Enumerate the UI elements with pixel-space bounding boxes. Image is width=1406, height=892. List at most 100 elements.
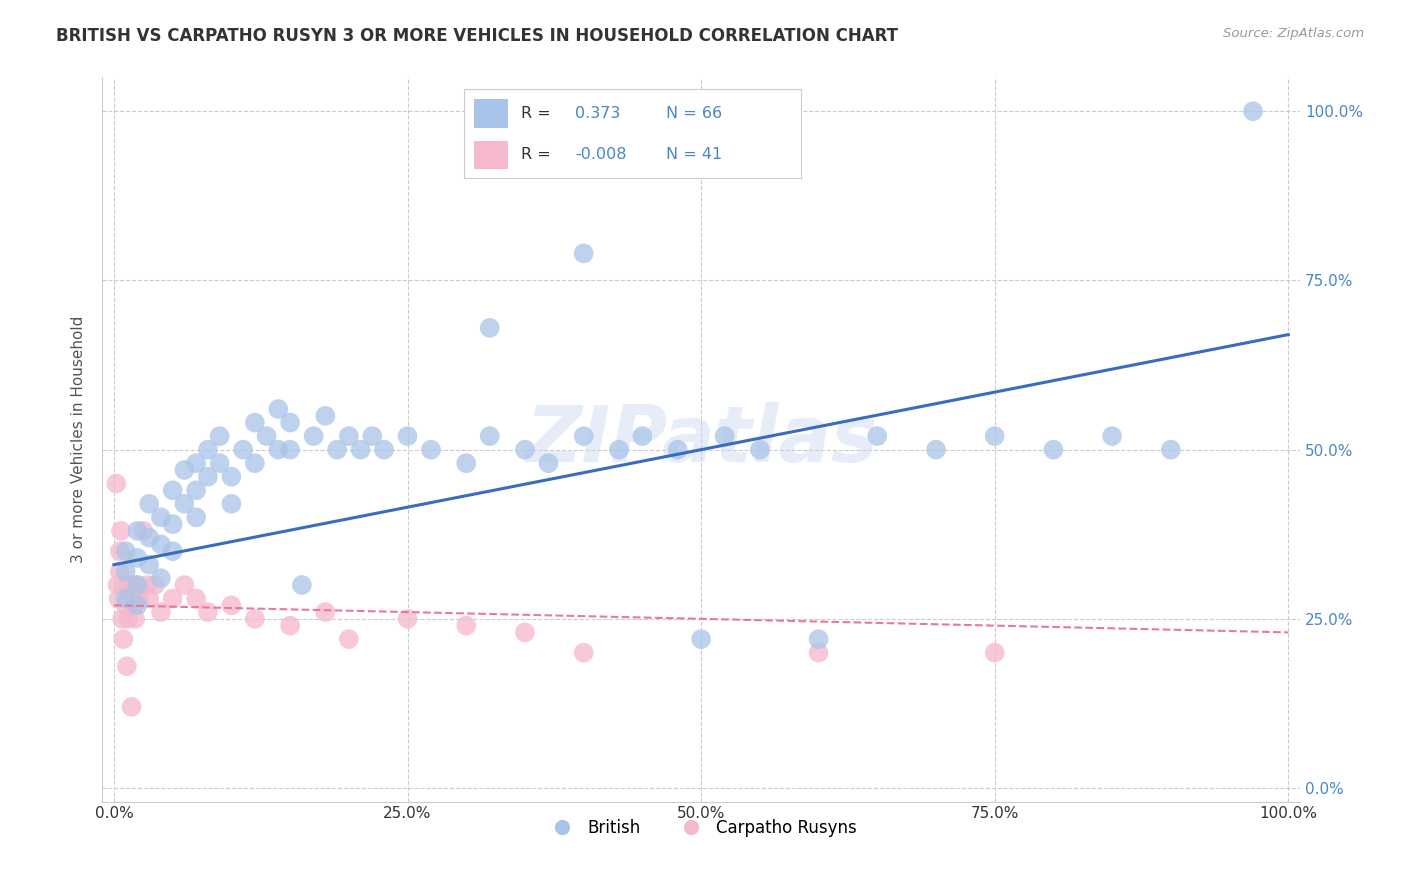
Point xyxy=(232,442,254,457)
Point xyxy=(115,659,138,673)
Point xyxy=(127,599,149,613)
Point xyxy=(197,469,219,483)
Point xyxy=(349,442,371,457)
Point xyxy=(149,571,172,585)
Point xyxy=(208,429,231,443)
Point xyxy=(114,591,136,606)
Text: N = 41: N = 41 xyxy=(666,147,723,161)
Point xyxy=(1241,104,1264,119)
Point xyxy=(121,699,143,714)
Point xyxy=(456,456,478,470)
Point xyxy=(117,612,139,626)
Point xyxy=(326,442,349,457)
Point xyxy=(396,612,419,626)
Point xyxy=(138,497,160,511)
Point xyxy=(866,429,889,443)
Point xyxy=(108,544,131,558)
Point xyxy=(173,497,195,511)
Point xyxy=(302,429,325,443)
Point xyxy=(314,409,336,423)
Point xyxy=(513,442,536,457)
Point xyxy=(138,531,160,545)
Point xyxy=(107,578,129,592)
Point xyxy=(121,578,143,592)
Point xyxy=(572,429,595,443)
Point xyxy=(807,646,830,660)
Point xyxy=(118,578,141,592)
Legend: British, Carpatho Rusyns: British, Carpatho Rusyns xyxy=(538,813,863,844)
Point xyxy=(127,550,149,565)
Point xyxy=(983,646,1005,660)
Point xyxy=(208,456,231,470)
Text: Source: ZipAtlas.com: Source: ZipAtlas.com xyxy=(1223,27,1364,40)
Point xyxy=(607,442,630,457)
Point xyxy=(267,442,290,457)
Point xyxy=(690,632,713,647)
Text: R =: R = xyxy=(522,106,551,120)
Point xyxy=(108,565,131,579)
Point xyxy=(983,429,1005,443)
Text: N = 66: N = 66 xyxy=(666,106,723,120)
Point xyxy=(243,612,266,626)
Point xyxy=(221,469,243,483)
Point xyxy=(256,429,278,443)
Point xyxy=(748,442,770,457)
Point xyxy=(513,625,536,640)
Point xyxy=(114,544,136,558)
Point xyxy=(396,429,419,443)
Point xyxy=(1042,442,1064,457)
Point xyxy=(162,517,184,532)
Point xyxy=(173,463,195,477)
Point xyxy=(478,429,501,443)
Point xyxy=(149,510,172,524)
Y-axis label: 3 or more Vehicles in Household: 3 or more Vehicles in Household xyxy=(72,316,86,563)
Point xyxy=(114,578,136,592)
Text: ZIPatlas: ZIPatlas xyxy=(524,401,877,477)
Point xyxy=(186,510,208,524)
Point xyxy=(478,321,501,335)
Point xyxy=(537,456,560,470)
Point xyxy=(1160,442,1182,457)
Point xyxy=(713,429,735,443)
Point xyxy=(120,591,142,606)
Point xyxy=(314,605,336,619)
Point xyxy=(138,591,160,606)
Point xyxy=(135,578,157,592)
Point xyxy=(278,416,301,430)
Point xyxy=(162,591,184,606)
Point xyxy=(197,442,219,457)
Point xyxy=(807,632,830,647)
Text: BRITISH VS CARPATHO RUSYN 3 OR MORE VEHICLES IN HOUSEHOLD CORRELATION CHART: BRITISH VS CARPATHO RUSYN 3 OR MORE VEHI… xyxy=(56,27,898,45)
Point xyxy=(221,497,243,511)
Point xyxy=(111,612,134,626)
Point xyxy=(138,558,160,572)
Point xyxy=(361,429,384,443)
Point xyxy=(278,618,301,632)
Point xyxy=(107,591,129,606)
Point xyxy=(173,578,195,592)
Text: -0.008: -0.008 xyxy=(575,147,627,161)
Point xyxy=(1101,429,1123,443)
Point xyxy=(267,402,290,417)
Point xyxy=(221,599,243,613)
Point xyxy=(149,605,172,619)
Text: 0.373: 0.373 xyxy=(575,106,620,120)
Bar xyxy=(474,141,508,169)
Point xyxy=(420,442,443,457)
Point xyxy=(337,632,360,647)
Point xyxy=(631,429,654,443)
Point xyxy=(124,612,146,626)
Point xyxy=(337,429,360,443)
Point xyxy=(925,442,948,457)
Point xyxy=(125,591,148,606)
Point xyxy=(291,578,314,592)
Point xyxy=(162,544,184,558)
Point xyxy=(122,599,145,613)
Point xyxy=(105,476,128,491)
Point xyxy=(456,618,478,632)
Point xyxy=(373,442,395,457)
Point xyxy=(143,578,166,592)
Point xyxy=(666,442,689,457)
Point xyxy=(114,599,136,613)
Bar xyxy=(474,99,508,128)
